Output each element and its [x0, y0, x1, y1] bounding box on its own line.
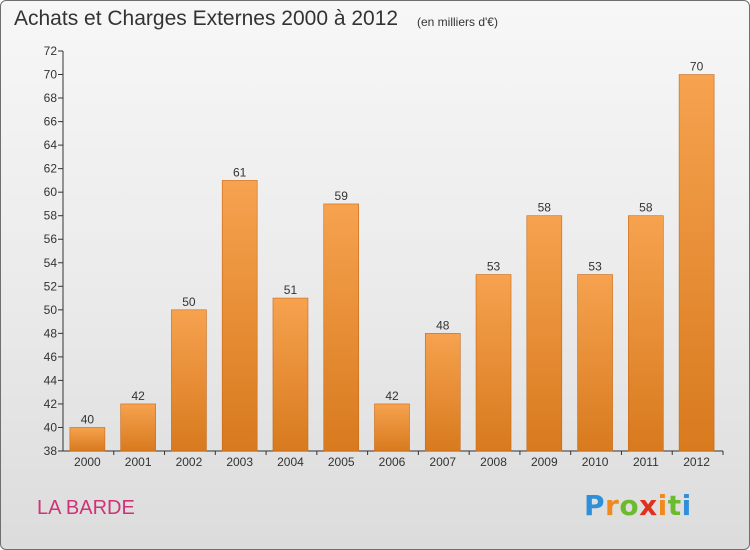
bar-value-label: 53 [588, 260, 602, 274]
x-tick-label: 2011 [633, 455, 659, 469]
bar-value-label: 53 [487, 260, 501, 274]
y-tick-label: 48 [44, 326, 58, 340]
x-tick-label: 2002 [176, 455, 203, 469]
y-tick-label: 60 [44, 185, 58, 199]
bars: 40 42 50 61 51 59 42 48 53 58 53 58 70 [69, 60, 715, 452]
bar-value-label: 61 [233, 165, 247, 179]
y-axis: 38 40 42 44 46 48 50 52 54 56 58 60 62 64 66 68 70 72 [44, 44, 64, 458]
bar-2011 [628, 215, 664, 452]
bar-value-label: 58 [639, 201, 653, 215]
y-tick-label: 58 [44, 209, 58, 223]
bar-2008 [475, 274, 512, 452]
bar-value-label: 51 [284, 283, 298, 297]
x-tick-label: 2008 [480, 455, 507, 469]
bar-value-label: 59 [335, 189, 349, 203]
chart-subtitle: (en milliers d'€) [417, 15, 498, 29]
x-tick-label: 2000 [74, 455, 101, 469]
y-tick-label: 46 [44, 350, 58, 364]
x-tick-label: 2001 [125, 455, 152, 469]
x-tick-label: 2009 [531, 455, 558, 469]
y-tick-label: 54 [44, 256, 58, 270]
bar-2000 [69, 427, 106, 452]
x-tick-label: 2010 [582, 455, 609, 469]
bar-2004 [272, 297, 309, 452]
x-tick-label: 2006 [379, 455, 406, 469]
bar-value-label: 48 [436, 318, 450, 332]
bar-2012 [678, 74, 715, 452]
bar-2009 [526, 215, 563, 452]
y-tick-label: 66 [44, 115, 58, 129]
bar-value-label: 70 [690, 60, 704, 74]
chart-title: Achats et Charges Externes 2000 à 2012 [14, 7, 399, 30]
bar-value-label: 42 [131, 389, 145, 403]
bar-2006 [374, 403, 410, 452]
y-tick-label: 42 [44, 397, 58, 411]
bar-value-label: 42 [385, 389, 399, 403]
x-tick-label: 2003 [226, 455, 253, 469]
y-tick-label: 70 [44, 68, 58, 82]
bar-2003 [221, 180, 258, 452]
bar-2002 [171, 309, 207, 452]
x-tick-label: 2007 [429, 455, 456, 469]
x-tick-label: 2005 [328, 455, 355, 469]
y-tick-label: 44 [44, 373, 58, 387]
x-axis: 2000 2001 2002 2003 2004 2005 2006 2007 2008 2009… [63, 450, 724, 469]
y-tick-label: 50 [44, 303, 58, 317]
proxiti-logo[interactable]: Proxiti [584, 489, 692, 522]
bar-2005 [323, 203, 360, 452]
bar-2010 [577, 274, 613, 452]
x-tick-label: 2004 [277, 455, 304, 469]
y-tick-label: 72 [44, 44, 58, 58]
y-tick-label: 52 [44, 279, 58, 293]
bar-2001 [120, 403, 156, 452]
y-tick-label: 64 [44, 138, 58, 152]
bar-value-label: 40 [81, 412, 95, 426]
bar-value-label: 50 [182, 295, 196, 309]
bar-2007 [424, 333, 461, 452]
x-tick-label: 2012 [683, 455, 710, 469]
y-tick-label: 68 [44, 91, 58, 105]
y-tick-label: 38 [44, 444, 58, 458]
y-tick-label: 56 [44, 232, 58, 246]
bar-value-label: 58 [538, 201, 552, 215]
y-tick-label: 62 [44, 162, 58, 176]
place-name: LA BARDE [37, 497, 135, 519]
y-tick-label: 40 [44, 420, 58, 434]
